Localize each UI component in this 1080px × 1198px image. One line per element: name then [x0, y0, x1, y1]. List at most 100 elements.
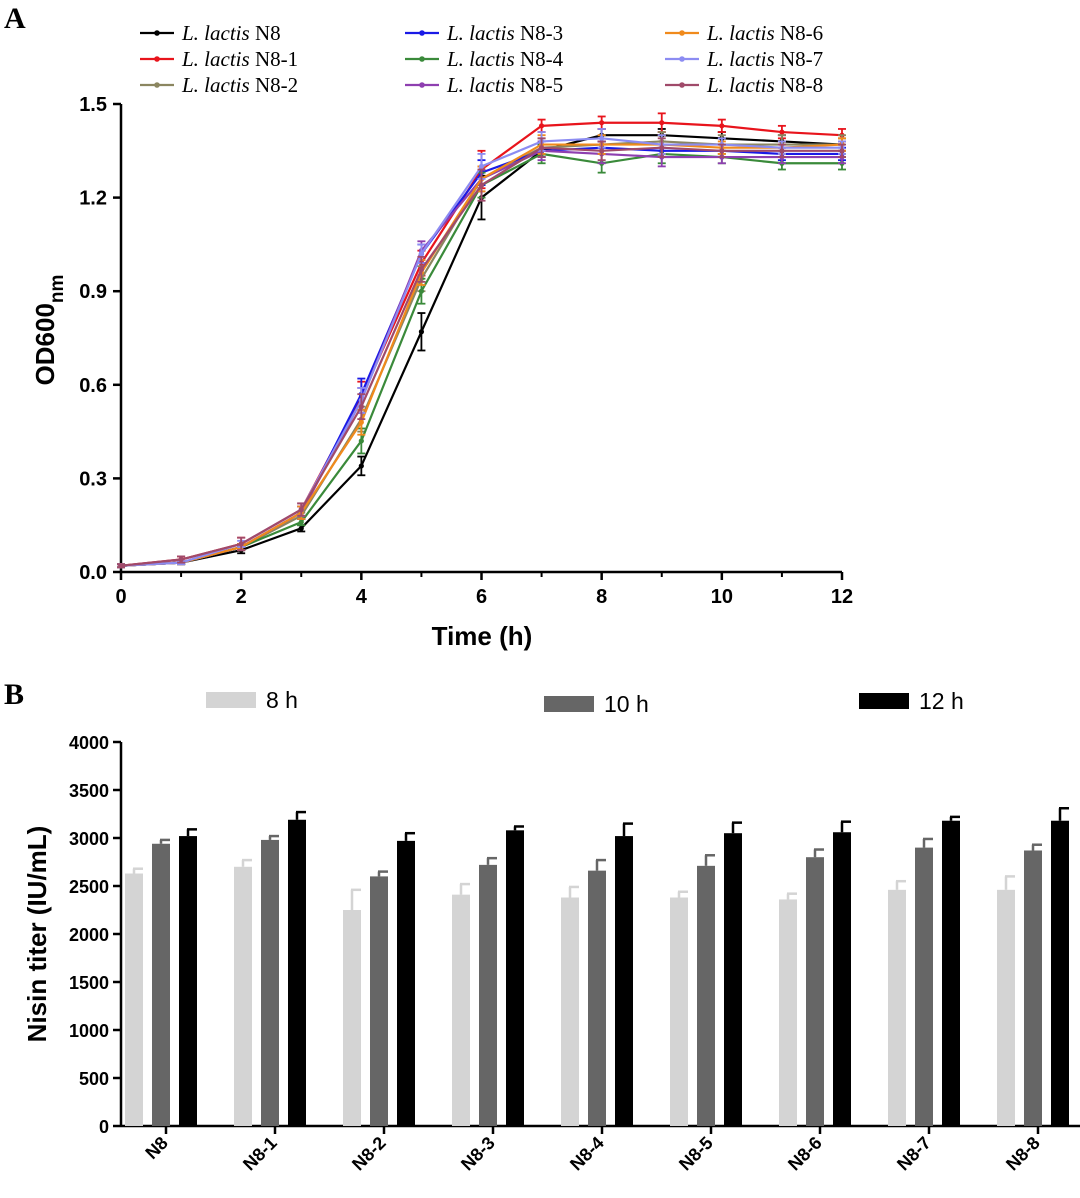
bar-8h	[888, 889, 906, 1126]
x-tick-label: N8-5	[675, 1133, 717, 1175]
legend-swatch-marker	[679, 30, 685, 36]
y-tick-label: 4000	[69, 733, 109, 753]
legend-swatch-marker	[154, 30, 160, 36]
legend-label: L. lactis N8-6	[706, 21, 823, 45]
legend-swatch-marker	[154, 56, 160, 62]
bar-8h	[452, 894, 470, 1126]
legend-entry-n8-4: L. lactis N8-4	[405, 47, 564, 71]
x-tick-label: 12	[831, 586, 853, 608]
y-tick-label: 2500	[69, 877, 109, 897]
bar-8h	[234, 866, 252, 1126]
data-point	[478, 163, 485, 169]
x-tick-label: N8-6	[784, 1133, 826, 1175]
data-point	[358, 463, 364, 469]
legend-entry-n8-5: L. lactis N8-5	[405, 73, 563, 97]
x-tick-label: N8-8	[1002, 1133, 1044, 1175]
legend-label-strain: N8-7	[775, 47, 823, 71]
x-tick-label: 2	[236, 586, 247, 608]
panel-b-letter: B	[4, 678, 24, 711]
legend-label: 10 h	[604, 691, 649, 717]
legend-entry-n8-3: L. lactis N8-3	[405, 21, 563, 45]
bar-10h	[152, 843, 170, 1126]
legend-label: L. lactis N8-1	[181, 47, 298, 71]
bar-12h	[615, 836, 633, 1126]
legend-entry-12h: 12 h	[859, 688, 964, 714]
y-tick-label: 500	[79, 1069, 109, 1089]
data-point	[418, 251, 425, 257]
bar-group-n8-4	[561, 822, 633, 1126]
data-point	[418, 288, 425, 294]
y-tick-label: 3000	[69, 829, 109, 849]
panel-b-x-ticks: N8 N8-1 N8-2 N8-3 N8-4 N8-5 N8-6 N8-7 N8-8	[141, 1126, 1044, 1175]
bar-10h	[697, 865, 715, 1126]
legend-swatch-marker	[419, 30, 425, 36]
bar-12h	[288, 819, 306, 1126]
legend-label-strain: N8-8	[775, 73, 823, 97]
bar-10h	[915, 847, 933, 1126]
series-n8-8	[117, 137, 846, 569]
bar-10h	[479, 864, 497, 1126]
x-tick-label: N8-1	[239, 1133, 281, 1175]
data-point	[298, 519, 304, 525]
legend-swatch	[859, 693, 909, 709]
y-tick-label: 1.5	[79, 94, 107, 116]
legend-label: L. lactis N8	[181, 21, 281, 45]
legend-swatch-marker	[154, 82, 160, 88]
x-tick-label: 0	[115, 586, 126, 608]
x-tick-label: N8-4	[566, 1133, 608, 1175]
bar-group-n8	[125, 828, 197, 1126]
bar-12h	[506, 830, 524, 1126]
legend-label: L. lactis N8-2	[181, 73, 298, 97]
panel-a-x-axis-title: Time (h)	[432, 621, 533, 651]
legend-entry-10h: 10 h	[544, 691, 649, 717]
data-point	[659, 120, 665, 126]
x-tick-label: N8-7	[893, 1133, 935, 1175]
bar-group-n8-8	[997, 806, 1069, 1126]
legend-label: L. lactis N8-5	[446, 73, 563, 97]
y-tick-label: 0.3	[79, 468, 107, 490]
bar-12h	[833, 832, 851, 1126]
bar-12h	[179, 836, 197, 1126]
bar-8h	[779, 899, 797, 1126]
bar-10h	[1024, 850, 1042, 1126]
legend-label-species: L. lactis	[706, 73, 775, 97]
panel-a-y-axis-title: OD600nm	[30, 275, 68, 386]
data-point	[659, 145, 665, 151]
bar-8h	[125, 873, 143, 1126]
legend-label: 12 h	[919, 688, 964, 714]
y-tick-label: 1000	[69, 1021, 109, 1041]
y-tick-label: 0.0	[79, 562, 107, 584]
legend-label-strain: N8-1	[250, 47, 298, 71]
bar-12h	[724, 833, 742, 1126]
bar-8h	[561, 897, 579, 1126]
bar-group-n8-1	[234, 810, 306, 1126]
x-tick-label: 8	[596, 586, 607, 608]
y-tick-label: 2000	[69, 925, 109, 945]
panel-b-y-axis-title: Nisin titer (IU/mL)	[22, 826, 52, 1043]
data-point	[599, 148, 605, 154]
bar-group-n8-6	[779, 820, 851, 1126]
data-point	[779, 148, 785, 154]
panel-a-series	[117, 112, 846, 569]
x-tick-label: N8	[141, 1133, 171, 1163]
data-point	[719, 123, 725, 129]
y-tick-label: 0	[99, 1117, 109, 1137]
legend-label-strain: N8-6	[775, 21, 823, 45]
y-tick-label: 0.6	[79, 375, 107, 397]
legend-label-strain: N8-5	[515, 73, 563, 97]
panel-a-y-axis-title-sub: nm	[47, 275, 68, 304]
bar-group-n8-5	[670, 821, 742, 1126]
legend-label-species: L. lactis	[446, 73, 515, 97]
bar-8h	[343, 910, 361, 1126]
legend-label: L. lactis N8-3	[446, 21, 563, 45]
data-point	[358, 419, 364, 425]
legend-entry-n8-2: L. lactis N8-2	[140, 73, 298, 97]
bar-group-n8-3	[452, 825, 524, 1126]
data-point	[118, 563, 124, 569]
legend-swatch-marker	[679, 82, 685, 88]
y-tick-label: 3500	[69, 781, 109, 801]
legend-swatch	[544, 696, 594, 712]
legend-label-strain: N8-4	[515, 47, 564, 71]
legend-label-species: L. lactis	[706, 21, 775, 45]
panel-a-y-ticks: 0.0 0.3 0.6 0.9 1.2 1.5	[79, 94, 121, 584]
